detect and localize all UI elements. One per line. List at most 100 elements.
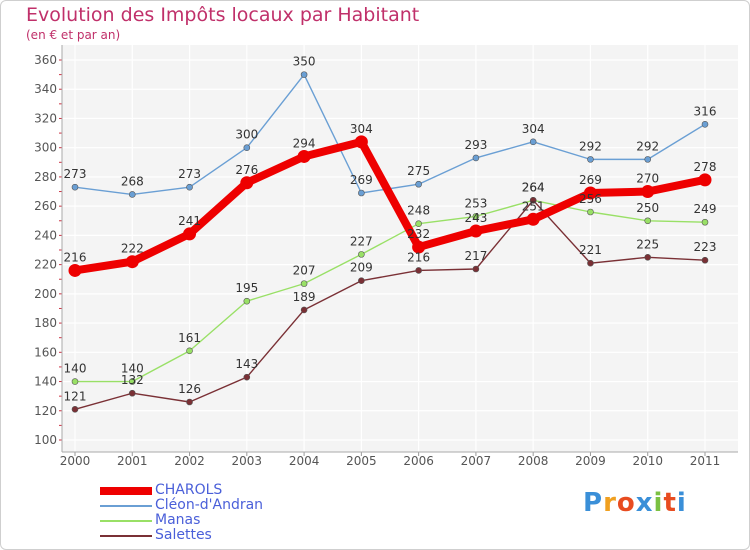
- data-label-cl-on-d-andran: 316: [694, 104, 717, 118]
- data-label-charols: 243: [464, 211, 487, 225]
- x-tick-label: 2010: [632, 454, 663, 468]
- data-point-manas: [71, 378, 79, 385]
- data-label-charols: 269: [579, 173, 602, 187]
- logo-letter: r: [603, 488, 617, 518]
- y-tick-label: 340: [34, 82, 57, 96]
- logo-letter: x: [635, 488, 654, 518]
- proxiti-logo: Proxiti: [583, 488, 687, 518]
- x-tick-label: 2002: [174, 454, 205, 468]
- data-label-manas: 248: [407, 204, 430, 218]
- y-tick-label: 220: [34, 258, 57, 272]
- data-label-cl-on-d-andran: 350: [293, 55, 316, 69]
- data-point-salettes: [587, 259, 594, 267]
- x-tick-label: 2001: [117, 454, 148, 468]
- data-label-salettes: 132: [121, 373, 144, 387]
- logo-letter: t: [663, 488, 677, 518]
- y-tick-label: 140: [34, 375, 57, 389]
- data-point-manas: [415, 220, 422, 227]
- data-point-cl-on-d-andran: [644, 156, 652, 163]
- data-point-charols: [583, 186, 597, 200]
- data-point-cl-on-d-andran: [587, 156, 594, 163]
- y-tick-label: 120: [34, 404, 57, 418]
- y-tick-label: 300: [34, 141, 57, 155]
- data-point-salettes: [701, 256, 709, 264]
- y-tick-label: 360: [34, 53, 57, 67]
- data-label-salettes: 121: [64, 389, 87, 403]
- data-point-manas: [587, 208, 594, 216]
- data-label-charols: 276: [235, 163, 258, 177]
- plot-area: [62, 45, 738, 452]
- data-point-manas: [128, 378, 136, 385]
- y-tick-label: 100: [34, 433, 57, 447]
- data-label-cl-on-d-andran: 275: [407, 164, 430, 178]
- legend-swatch: [100, 505, 152, 507]
- data-label-cl-on-d-andran: 304: [522, 122, 545, 136]
- data-label-cl-on-d-andran: 293: [464, 138, 487, 152]
- legend-swatch: [100, 535, 152, 537]
- data-point-manas: [701, 218, 709, 226]
- x-tick-label: 2000: [60, 454, 91, 468]
- data-label-salettes: 221: [579, 243, 602, 257]
- data-label-manas: 250: [636, 201, 659, 215]
- data-point-cl-on-d-andran: [300, 71, 308, 78]
- y-tick-label: 180: [34, 316, 57, 330]
- data-point-charols: [412, 240, 426, 254]
- y-tick-label: 160: [34, 345, 57, 359]
- data-point-charols: [641, 185, 655, 199]
- data-point-manas: [358, 251, 365, 258]
- data-label-manas: 140: [64, 362, 87, 376]
- data-label-cl-on-d-andran: 292: [579, 139, 602, 153]
- data-label-manas: 256: [579, 192, 602, 206]
- legend-label: Salettes: [155, 527, 212, 543]
- data-label-salettes: 225: [636, 237, 659, 251]
- x-tick-label: 2007: [461, 454, 492, 468]
- data-point-charols: [240, 176, 254, 190]
- data-point-cl-on-d-andran: [243, 144, 251, 151]
- legend-label: Manas: [155, 512, 201, 528]
- data-label-manas: 195: [235, 281, 258, 295]
- x-tick-label: 2004: [289, 454, 320, 468]
- data-label-salettes: 143: [235, 357, 258, 371]
- series-line-charols: [71, 137, 709, 275]
- data-point-cl-on-d-andran: [71, 183, 79, 191]
- data-label-charols: 216: [64, 250, 87, 264]
- data-label-cl-on-d-andran: 268: [121, 174, 144, 188]
- data-point-charols: [68, 263, 82, 277]
- legend-label: CHAROLS: [155, 482, 223, 498]
- x-tick-label: 2009: [575, 454, 606, 468]
- data-label-charols: 278: [694, 160, 717, 174]
- data-label-cl-on-d-andran: 273: [64, 167, 87, 181]
- data-label-cl-on-d-andran: 269: [350, 173, 373, 187]
- x-tick-label: 2008: [518, 454, 549, 468]
- data-point-salettes: [358, 277, 365, 284]
- logo-letter: i: [676, 488, 687, 518]
- logo-letter: P: [583, 488, 604, 518]
- data-point-salettes: [186, 398, 193, 406]
- data-label-manas: 161: [178, 331, 201, 345]
- data-point-cl-on-d-andran: [186, 183, 193, 191]
- data-label-charols: 251: [522, 199, 545, 213]
- data-point-manas: [472, 213, 480, 220]
- data-label-manas: 249: [694, 202, 717, 216]
- data-point-cl-on-d-andran: [529, 138, 537, 146]
- data-point-charols: [698, 173, 712, 187]
- data-point-charols: [297, 149, 311, 163]
- legend-swatch: [100, 520, 152, 522]
- data-point-cl-on-d-andran: [415, 180, 422, 188]
- chart-title: Evolution des Impôts locaux par Habitant: [26, 4, 420, 26]
- data-label-cl-on-d-andran: 292: [636, 139, 659, 153]
- data-label-salettes: 223: [694, 240, 717, 254]
- data-label-salettes: 216: [407, 250, 430, 264]
- data-point-salettes: [472, 265, 480, 273]
- data-point-manas: [644, 217, 652, 225]
- data-label-charols: 241: [178, 214, 201, 228]
- data-point-manas: [300, 280, 308, 287]
- data-point-cl-on-d-andran: [358, 189, 365, 197]
- data-point-salettes: [644, 254, 652, 261]
- data-label-cl-on-d-andran: 273: [178, 167, 201, 181]
- data-point-manas: [243, 297, 251, 305]
- data-label-charols: 304: [350, 122, 373, 136]
- x-tick-label: 2006: [403, 454, 434, 468]
- chart-subtitle: (en € et par an): [26, 28, 121, 42]
